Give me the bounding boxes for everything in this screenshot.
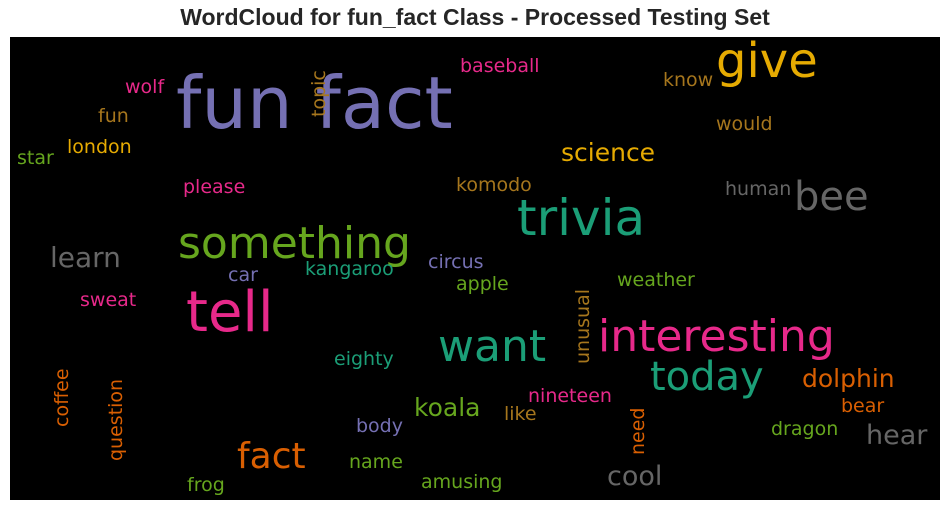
word-something: something [178,218,411,269]
word-human: human [725,178,792,200]
word-wolf: wolf [125,76,165,98]
word-coffee: coffee [51,368,73,427]
word-fun: fun [98,105,129,127]
word-need: need [627,407,649,455]
word-dolphin: dolphin [802,364,895,393]
word-sweat: sweat [80,289,137,311]
word-learn: learn [50,241,121,274]
word-eighty: eighty [334,348,394,370]
word-fact: fact [237,436,306,477]
word-tell: tell [186,280,274,345]
word-know: know [663,69,714,91]
word-would: would [716,113,773,135]
word-koala: koala [414,393,481,422]
word-nineteen: nineteen [528,385,612,407]
word-komodo: komodo [456,174,532,196]
word-like: like [504,403,537,425]
word-body: body [356,415,403,437]
word-circus: circus [428,251,484,273]
word-kangaroo: kangaroo [305,258,394,280]
word-topic: topic [308,70,330,117]
word-bee: bee [794,174,869,220]
word-london: london [67,136,132,158]
word-baseball: baseball [460,55,540,77]
word-apple: apple [456,273,509,295]
word-unusual: unusual [572,289,594,364]
word-give: give [716,37,818,89]
word-star: star [17,147,54,169]
word-question: question [105,378,127,461]
word-fun-fact: fun fact [176,61,453,145]
word-hear: hear [866,420,928,451]
word-dragon: dragon [771,418,839,440]
word-car: car [228,264,258,286]
word-frog: frog [187,474,225,496]
word-weather: weather [617,269,695,291]
word-trivia: trivia [517,189,646,247]
wordcloud-canvas: fun fact give trivia something tell interesti… [10,37,940,500]
word-cool: cool [607,461,663,492]
word-amusing: amusing [421,471,503,493]
word-name: name [349,451,403,473]
word-want: want [438,321,547,372]
word-interesting: interesting [598,311,835,362]
word-please: please [183,176,246,198]
word-today: today [650,354,764,400]
word-science: science [561,138,656,167]
chart-title: WordCloud for fun_fact Class - Processed… [180,4,770,30]
word-bear: bear [841,395,885,417]
